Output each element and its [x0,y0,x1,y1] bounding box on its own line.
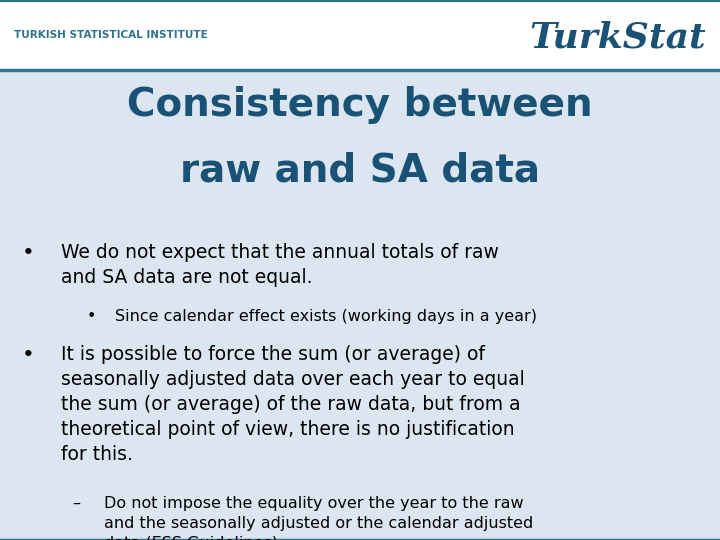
Text: Since calendar effect exists (working days in a year): Since calendar effect exists (working da… [115,309,537,324]
FancyBboxPatch shape [0,0,720,70]
Text: We do not expect that the annual totals of raw
and SA data are not equal.: We do not expect that the annual totals … [61,243,499,287]
Text: TurkStat: TurkStat [529,21,706,55]
Text: •: • [86,309,96,324]
Text: •: • [22,345,35,364]
Text: –: – [72,496,80,511]
Text: It is possible to force the sum (or average) of
seasonally adjusted data over ea: It is possible to force the sum (or aver… [61,345,525,463]
Text: Do not impose the equality over the year to the raw
and the seasonally adjusted : Do not impose the equality over the year… [104,496,534,540]
Text: raw and SA data: raw and SA data [180,151,540,189]
Text: •: • [22,243,35,263]
Text: TURKISH STATISTICAL INSTITUTE: TURKISH STATISTICAL INSTITUTE [14,30,208,40]
Text: Consistency between: Consistency between [127,86,593,124]
